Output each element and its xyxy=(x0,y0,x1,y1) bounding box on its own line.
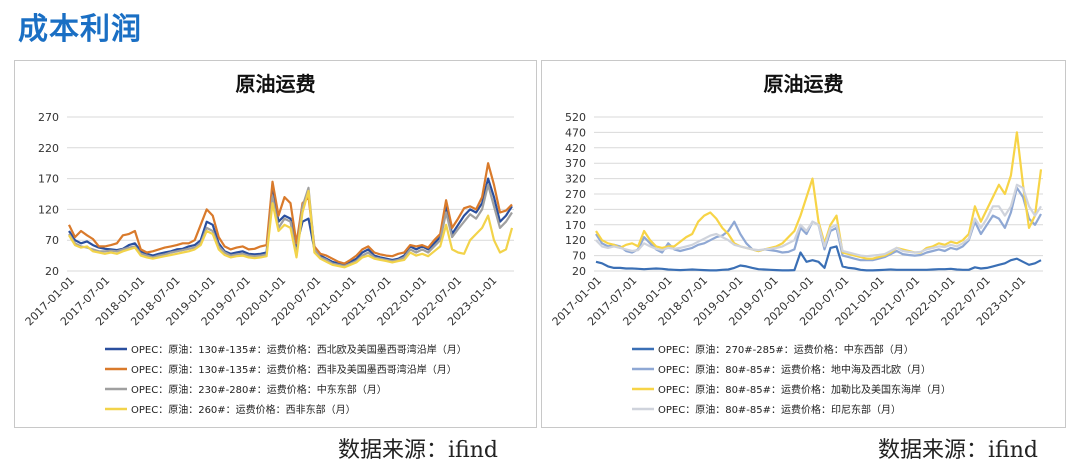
y-tick-label: 20 xyxy=(572,265,586,278)
y-tick-label: 370 xyxy=(565,157,586,170)
y-tick-label: 270 xyxy=(38,111,59,124)
y-tick-label: 520 xyxy=(565,111,586,124)
chart-panel-1: 原油运费 20 70 120 170 220 270 2017-01-01 2017-07-01… xyxy=(14,60,537,428)
series-line-4 xyxy=(595,183,1042,258)
y-tick-label: 20 xyxy=(45,265,59,278)
legend-label-1: OPEC：原油：270#-285#：运费价格：中东西部（月） xyxy=(658,343,914,356)
series-line-3 xyxy=(595,131,1043,260)
legend-label-3: OPEC：原油：230#-280#：运费价格：中东东部（月） xyxy=(131,383,387,396)
series-line-1 xyxy=(595,245,1042,272)
chart-title: 原油运费 xyxy=(764,72,844,96)
legend-label-2: OPEC：原油：80#-85#：运费价格：地中海及西北欧（月） xyxy=(658,363,931,376)
series-line-3 xyxy=(68,183,513,268)
legend-label-4: OPEC：原油：80#-85#：运费价格：印尼东部（月） xyxy=(658,403,901,416)
legend-label-2: OPEC：原油：130#-135#：运费价格：西非及美国墨西哥湾沿岸（月） xyxy=(131,363,457,376)
y-tick-label: 170 xyxy=(38,173,59,186)
chart-1: 原油运费20701201702202702017-01-012017-07-01… xyxy=(23,72,514,416)
y-tick-label: 70 xyxy=(572,250,586,263)
y-tick-label: 120 xyxy=(565,234,586,247)
data-source-1: 数据来源：ifind xyxy=(338,438,498,463)
y-tick-label: 170 xyxy=(565,219,586,232)
section-heading: 成本利润 xyxy=(18,12,142,47)
series-line-2 xyxy=(68,162,513,265)
series-line-4 xyxy=(68,189,514,269)
y-tick-label: 420 xyxy=(565,142,586,155)
y-tick-label: 270 xyxy=(565,188,586,201)
chart-title: 原油运费 xyxy=(236,72,316,96)
legend-label-3: OPEC：原油：80#-85#：运费价格：加勒比及美国东海岸（月） xyxy=(658,383,951,396)
chart-panel-2: 原油运费 20 70 120 170 220 270 320 370 420 470 520 2017-… xyxy=(541,60,1066,428)
y-tick-label: 220 xyxy=(565,203,586,216)
series-line-1 xyxy=(68,177,513,266)
y-tick-label: 470 xyxy=(565,126,586,139)
legend-label-4: OPEC：原油：260#：运费价格：西非东部（月） xyxy=(131,403,356,416)
legend-label-1: OPEC：原油：130#-135#：运费价格：西北欧及美国墨西哥湾沿岸（月） xyxy=(131,343,467,356)
y-tick-label: 120 xyxy=(38,203,59,216)
y-tick-label: 70 xyxy=(45,234,59,247)
chart-2: 原油运费20701201702202703203704204705202017-… xyxy=(550,72,1043,416)
data-source-2: 数据来源：ifind xyxy=(878,438,1038,463)
y-tick-label: 320 xyxy=(565,173,586,186)
y-tick-label: 220 xyxy=(38,142,59,155)
